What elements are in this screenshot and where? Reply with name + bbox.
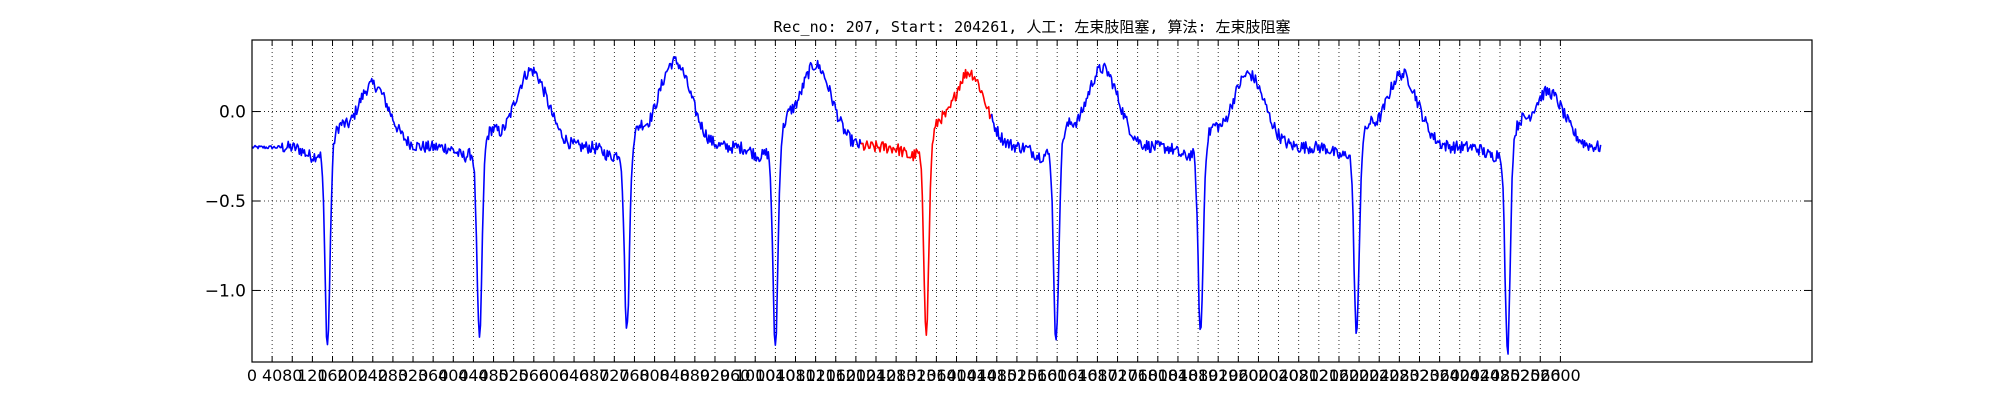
x-tick-label: 640 bbox=[559, 366, 590, 385]
x-tick-label: 1800 bbox=[1137, 366, 1178, 385]
x-tick-label: 480 bbox=[478, 366, 509, 385]
x-tick-label: 40 bbox=[262, 366, 282, 385]
x-tick-label: 600 bbox=[539, 366, 570, 385]
x-tick-label: 560 bbox=[519, 366, 550, 385]
x-tick-label: 2200 bbox=[1339, 366, 1380, 385]
x-tick-label: 2560 bbox=[1520, 366, 1561, 385]
x-tick-label: 760 bbox=[619, 366, 650, 385]
x-tick-label: 1720 bbox=[1097, 366, 1138, 385]
x-tick-label: 2320 bbox=[1399, 366, 1440, 385]
x-tick-label: 1200 bbox=[836, 366, 877, 385]
y-tick-label: −1.0 bbox=[205, 281, 246, 301]
x-tick-label: 1960 bbox=[1218, 366, 1259, 385]
x-tick-label: 2000 bbox=[1238, 366, 1279, 385]
x-tick-label: 1840 bbox=[1158, 366, 1199, 385]
x-tick-label: 1440 bbox=[956, 366, 997, 385]
x-tick-label: 1920 bbox=[1198, 366, 1239, 385]
x-tick-label: 680 bbox=[579, 366, 610, 385]
x-tick-label: 2360 bbox=[1419, 366, 1460, 385]
x-tick-label: 440 bbox=[458, 366, 489, 385]
y-tick-label: 0.0 bbox=[219, 103, 246, 123]
x-tick-label: 1080 bbox=[775, 366, 816, 385]
ecg-series-line-1 bbox=[860, 68, 993, 337]
x-tick-label: 2600 bbox=[1540, 366, 1581, 385]
ecg-series-line-2 bbox=[990, 62, 1602, 355]
x-tick-label: 80 bbox=[282, 366, 302, 385]
x-tick-label: 1360 bbox=[916, 366, 957, 385]
x-tick-label: 2520 bbox=[1500, 366, 1541, 385]
x-tick-label: 1400 bbox=[936, 366, 977, 385]
x-tick-label: 360 bbox=[418, 366, 449, 385]
x-tick-label: 1240 bbox=[856, 366, 897, 385]
x-tick-label: 1040 bbox=[755, 366, 796, 385]
x-tick-label: 2280 bbox=[1379, 366, 1420, 385]
x-tick-label: 1880 bbox=[1178, 366, 1219, 385]
x-tick-label: 120 bbox=[297, 366, 328, 385]
x-tick-label: 840 bbox=[659, 366, 690, 385]
x-tick-label: 400 bbox=[438, 366, 469, 385]
x-tick-label: 1480 bbox=[976, 366, 1017, 385]
x-tick-label: 1680 bbox=[1077, 366, 1118, 385]
x-tick-label: 320 bbox=[398, 366, 429, 385]
x-tick-label: 880 bbox=[680, 366, 711, 385]
x-tick-label: 2480 bbox=[1480, 366, 1521, 385]
x-tick-label: 2240 bbox=[1359, 366, 1400, 385]
x-tick-label: 1520 bbox=[997, 366, 1038, 385]
x-tick-label: 0 bbox=[247, 366, 257, 385]
chart-title: Rec_no: 207, Start: 204261, 人工: 左束肢阻塞, 算… bbox=[773, 18, 1291, 36]
x-tick-label: 1280 bbox=[876, 366, 917, 385]
x-tick-label: 1120 bbox=[795, 366, 836, 385]
x-tick-label: 1000 bbox=[735, 366, 776, 385]
x-tick-label: 520 bbox=[498, 366, 529, 385]
x-tick-label: 1600 bbox=[1037, 366, 1078, 385]
x-tick-label: 1640 bbox=[1057, 366, 1098, 385]
x-tick-label: 160 bbox=[317, 366, 348, 385]
x-tick-label: 2160 bbox=[1319, 366, 1360, 385]
x-tick-label: 2040 bbox=[1258, 366, 1299, 385]
x-tick-label: 2400 bbox=[1439, 366, 1480, 385]
x-tick-label: 960 bbox=[720, 366, 751, 385]
x-tick-label: 240 bbox=[358, 366, 389, 385]
x-tick-label: 720 bbox=[599, 366, 630, 385]
x-tick-label: 2440 bbox=[1460, 366, 1501, 385]
x-tick-label: 2120 bbox=[1298, 366, 1339, 385]
y-tick-label: −0.5 bbox=[205, 192, 246, 212]
x-tick-label: 280 bbox=[378, 366, 409, 385]
x-tick-label: 200 bbox=[337, 366, 368, 385]
x-tick-label: 1760 bbox=[1117, 366, 1158, 385]
ecg-series-line-0 bbox=[251, 56, 862, 346]
x-tick-label: 920 bbox=[700, 366, 731, 385]
x-tick-label: 1160 bbox=[815, 366, 856, 385]
x-tick-label: 1560 bbox=[1017, 366, 1058, 385]
x-tick-label: 2080 bbox=[1278, 366, 1319, 385]
x-tick-label: 800 bbox=[639, 366, 670, 385]
x-tick-label: 1320 bbox=[896, 366, 937, 385]
